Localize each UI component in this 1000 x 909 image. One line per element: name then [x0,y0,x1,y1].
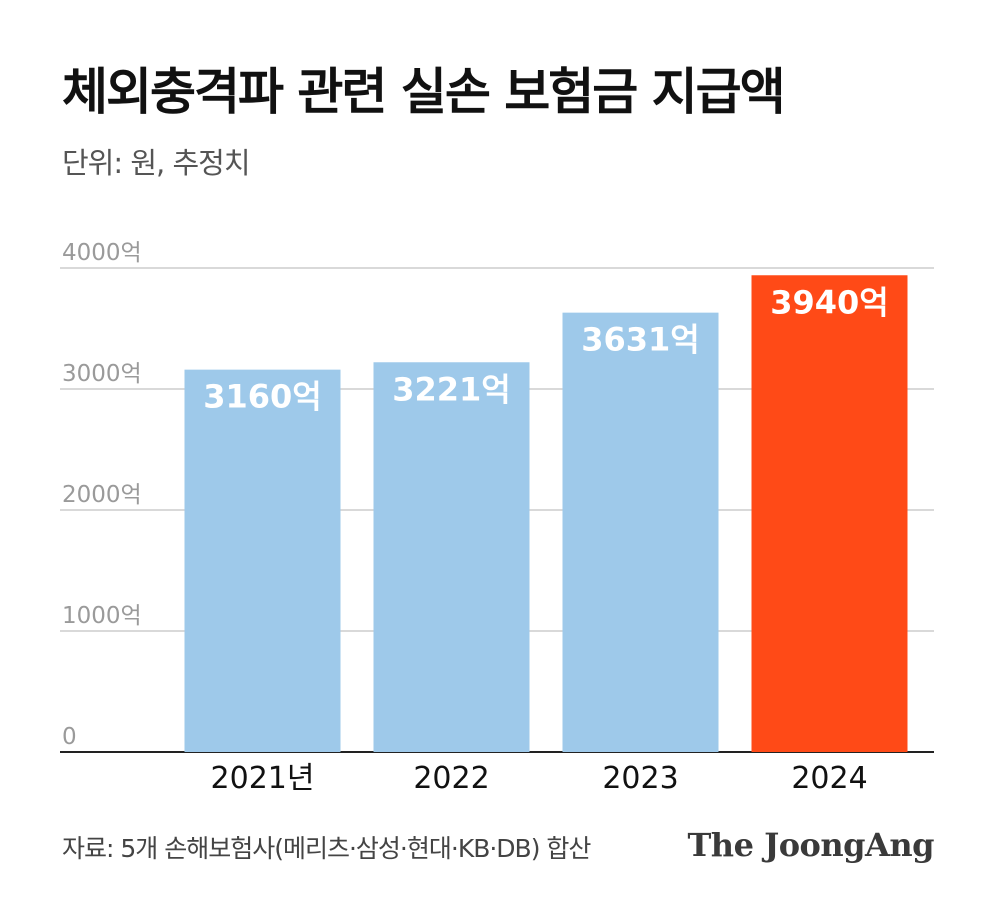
bars [184,275,908,752]
y-tick-label: 1000억 [62,603,142,629]
y-tick-label: 3000억 [62,361,142,387]
y-tick-label: 4000억 [62,240,142,266]
x-category-label: 2023 [602,761,678,796]
y-tick-label: 0 [62,724,77,750]
source-note: 자료: 5개 손해보험사(메리츠·삼성·현대·KB·DB) 합산 [62,834,591,863]
bar-value-label: 3160억 [203,378,322,416]
bar [562,312,719,752]
publisher-logo: The JoongAng [687,826,934,864]
bar [373,362,530,752]
x-category-label: 2022 [413,761,489,796]
bar-value-label: 3221억 [392,370,511,408]
bar-value-label: 3631억 [581,321,700,359]
chart-subtitle: 단위: 원, 추정치 [62,146,251,180]
bar [751,275,908,752]
bar-value-label: 3940억 [770,283,889,321]
bar [184,369,341,752]
x-category-label: 2024 [791,761,867,796]
labels: 0 1000억 2000억 3000억 4000억 3160억 2021년 3221억 2022… [62,240,889,796]
y-tick-label: 2000억 [62,482,142,508]
x-category-label: 2021년 [211,761,315,796]
chart-title: 체외충격파 관련 실손 보험금 지급액 [62,63,786,121]
